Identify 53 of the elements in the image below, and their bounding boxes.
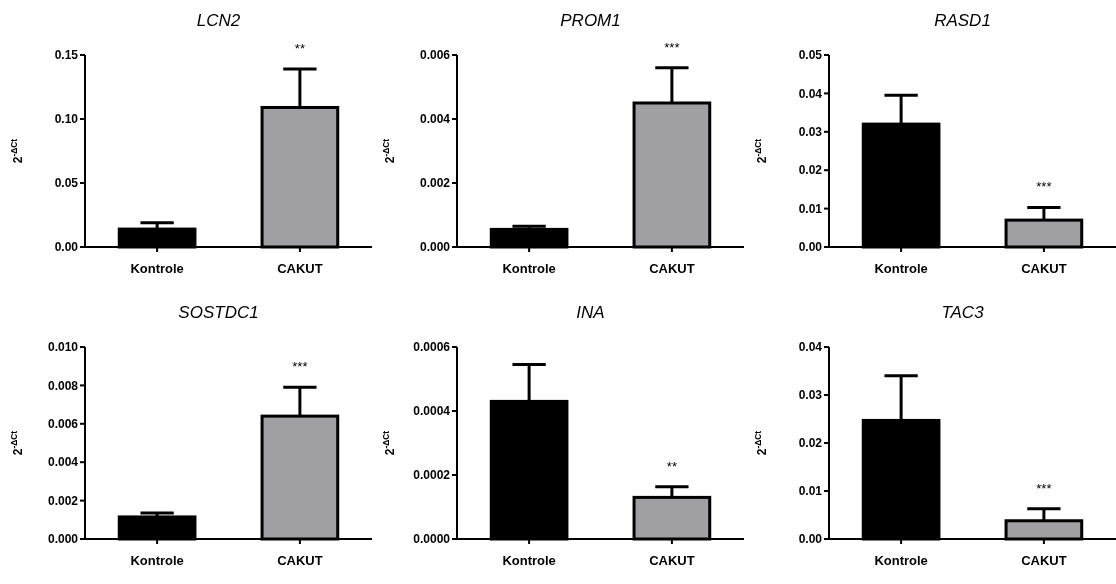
y-tick-label: 0.010 <box>47 340 79 355</box>
y-tick-label: 0.05 <box>798 48 823 63</box>
x-tick-label: CAKUT <box>649 553 695 568</box>
y-tick-label: 0.03 <box>798 388 823 403</box>
y-tick-label: 0.05 <box>54 176 79 191</box>
annotation: *** <box>292 359 308 375</box>
chart-title: LCN2 <box>196 11 241 30</box>
y-tick-label: 0.0002 <box>413 468 451 483</box>
y-tick-label: 0.004 <box>419 112 451 127</box>
y-tick-label: 0.0004 <box>413 404 451 419</box>
annotation: *** <box>1036 480 1052 496</box>
chart-title: RASD1 <box>934 11 991 30</box>
y-tick-label: 0.006 <box>47 417 79 431</box>
x-tick-label: Kontrole <box>502 261 556 276</box>
y-tick-label: 0.02 <box>798 436 823 451</box>
chart-title: SOSTDC1 <box>178 303 259 322</box>
y-tick-label: 0.00 <box>798 532 823 547</box>
x-tick-label: CAKUT <box>649 261 695 276</box>
annotation: ** <box>294 41 305 57</box>
y-tick-label: 0.00 <box>54 240 79 255</box>
x-tick-label: CAKUT <box>1021 261 1067 276</box>
x-tick-label: Kontrole <box>874 553 928 568</box>
y-tick-label: 0.000 <box>47 532 79 547</box>
x-tick-label: CAKUT <box>1021 553 1067 568</box>
y-tick-label: 0.04 <box>798 86 823 101</box>
y-tick-label: 0.10 <box>54 112 79 127</box>
annotation: ** <box>666 458 677 474</box>
y-tick-label: 0.01 <box>798 484 823 499</box>
chart-title: PROM1 <box>560 11 621 30</box>
x-tick-label: Kontrole <box>874 261 928 276</box>
y-tick-label: 0.002 <box>419 176 451 191</box>
y-tick-label: 0.008 <box>47 378 79 393</box>
y-tick-label: 0.0006 <box>413 340 451 355</box>
text: *** <box>664 39 680 55</box>
y-tick-label: 0.03 <box>798 125 823 139</box>
y-tick-label: 0.02 <box>798 163 823 178</box>
x-tick-label: CAKUT <box>277 553 323 568</box>
x-tick-label: Kontrole <box>502 553 556 568</box>
chart-title: INA <box>576 303 605 322</box>
y-tick-label: 0.00 <box>798 240 823 255</box>
y-tick-label: 0.0000 <box>413 532 451 547</box>
y-tick-label: 0.04 <box>798 340 823 355</box>
y-tick-label: 0.000 <box>419 240 451 255</box>
y-tick-label: 0.006 <box>419 48 451 63</box>
y-tick-label: 0.01 <box>798 201 823 216</box>
x-tick-label: Kontrole <box>130 261 184 276</box>
chart-title: TAC3 <box>941 303 985 322</box>
y-tick-label: 0.15 <box>54 48 79 63</box>
y-tick-label: 0.002 <box>47 493 79 508</box>
x-tick-label: CAKUT <box>277 261 323 276</box>
x-tick-label: Kontrole <box>130 553 184 568</box>
annotation: *** <box>1036 179 1052 195</box>
y-tick-label: 0.004 <box>47 455 79 470</box>
